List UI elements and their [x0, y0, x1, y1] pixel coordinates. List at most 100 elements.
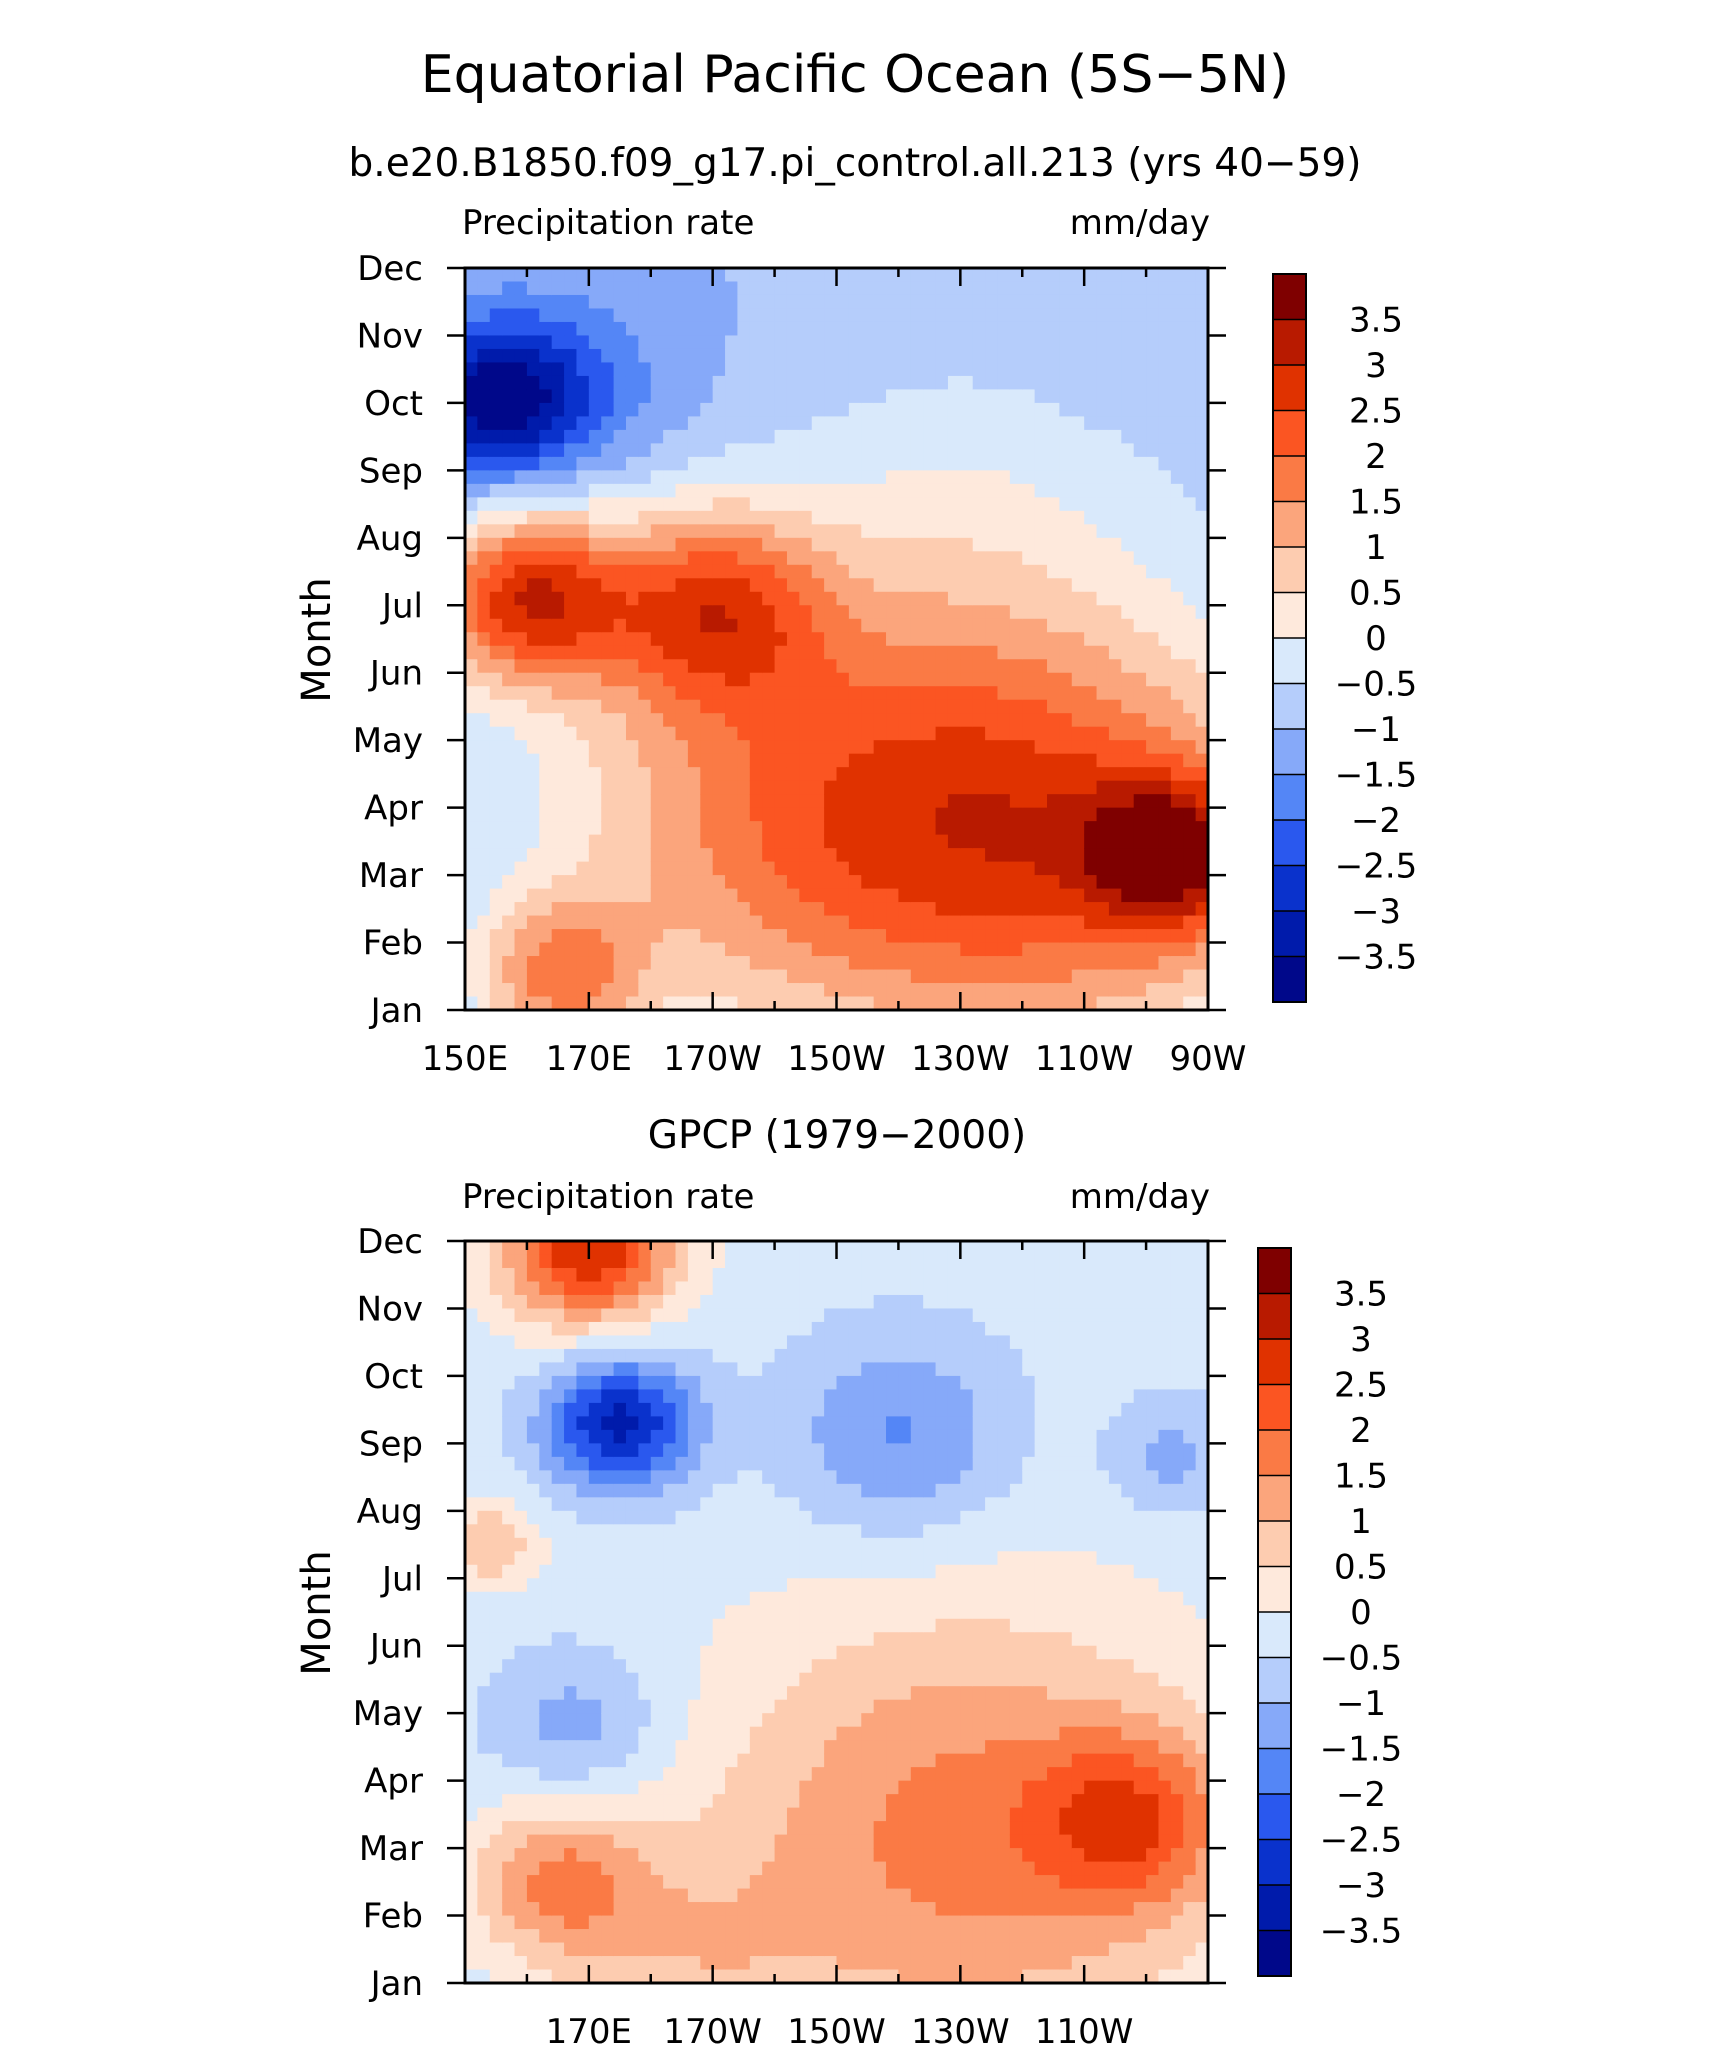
- heatmap-cell: [737, 1241, 751, 1256]
- heatmap-cell: [551, 1888, 565, 1903]
- heatmap-cell: [638, 321, 652, 337]
- heatmap-cell: [1034, 605, 1048, 620]
- heatmap-cell: [1034, 389, 1048, 404]
- heatmap-cell: [861, 524, 875, 539]
- heatmap-cell: [886, 659, 900, 674]
- heatmap-cell: [1022, 713, 1036, 728]
- heatmap-cell: [861, 605, 875, 620]
- heatmap-cell: [539, 308, 553, 323]
- heatmap-cell: [1133, 672, 1147, 687]
- heatmap-cell: [1121, 443, 1135, 458]
- heatmap-cell: [650, 1402, 664, 1417]
- heatmap-cell: [650, 767, 664, 782]
- heatmap-cell: [625, 1578, 639, 1593]
- heatmap-cell: [526, 470, 540, 485]
- heatmap-cell: [638, 1321, 652, 1337]
- heatmap-cell: [539, 335, 553, 350]
- heatmap-cell: [601, 969, 615, 984]
- heatmap-cell: [650, 1281, 664, 1296]
- heatmap-cell: [477, 308, 491, 323]
- heatmap-cell: [762, 726, 776, 741]
- heatmap-cell: [886, 335, 900, 350]
- heatmap-cell: [675, 1335, 689, 1350]
- heatmap-cell: [465, 497, 478, 512]
- heatmap-cell: [576, 983, 590, 998]
- heatmap-cell: [1146, 389, 1160, 404]
- heatmap-cell: [700, 1807, 714, 1822]
- heatmap-cell: [700, 1281, 714, 1296]
- heatmap-cell: [749, 1470, 763, 1485]
- heatmap-cell: [1059, 456, 1073, 471]
- heatmap-cell: [638, 1308, 652, 1323]
- heatmap-cell: [1084, 780, 1098, 795]
- heatmap-cell: [972, 875, 986, 890]
- heatmap-cell: [836, 888, 850, 903]
- heatmap-cell: [526, 1753, 540, 1768]
- heatmap-cell: [588, 996, 602, 1011]
- heatmap-cell: [1121, 321, 1135, 337]
- heatmap-cell: [1133, 578, 1147, 593]
- heatmap-cell: [588, 402, 602, 417]
- heatmap-cell: [675, 443, 689, 458]
- heatmap-cell: [613, 699, 627, 714]
- heatmap-cell: [1009, 942, 1023, 957]
- heatmap-cell: [898, 443, 912, 458]
- heatmap-cell: [960, 564, 974, 579]
- heatmap-cell: [465, 1753, 478, 1768]
- heatmap-cell: [564, 645, 578, 660]
- heatmap-cell: [700, 605, 714, 620]
- heatmap-cell: [873, 321, 887, 337]
- heatmap-cell: [997, 726, 1011, 741]
- heatmap-cell: [663, 1551, 677, 1566]
- heatmap-cell: [1170, 618, 1184, 633]
- heatmap-cell: [985, 443, 999, 458]
- heatmap-cell: [502, 1294, 516, 1310]
- heatmap-cell: [749, 983, 763, 998]
- heatmap-cell: [477, 1321, 491, 1337]
- heatmap-cell: [514, 1241, 528, 1256]
- heatmap-cell: [551, 1807, 565, 1822]
- heatmap-cell: [848, 605, 862, 620]
- heatmap-cell: [551, 1456, 565, 1471]
- heatmap-cell: [638, 1942, 652, 1957]
- heatmap-cell: [576, 416, 590, 431]
- heatmap-cell: [477, 875, 491, 890]
- heatmap-cell: [762, 456, 776, 471]
- heatmap-cell: [576, 443, 590, 458]
- heatmap-cell: [613, 632, 627, 647]
- heatmap-cell: [663, 537, 677, 552]
- heatmap-cell: [539, 510, 553, 525]
- heatmap-cell: [465, 510, 478, 525]
- heatmap-cell: [675, 618, 689, 633]
- colorbar-swatch: [1273, 547, 1306, 593]
- heatmap-cell: [526, 1659, 540, 1674]
- heatmap-cell: [526, 362, 540, 377]
- heatmap-cell: [564, 1470, 578, 1485]
- heatmap-cell: [489, 605, 503, 620]
- heatmap-cell: [588, 1267, 602, 1283]
- heatmap-cell: [514, 470, 528, 485]
- heatmap-cell: [489, 753, 503, 768]
- heatmap-cell: [935, 929, 949, 944]
- heatmap-cell: [749, 861, 763, 876]
- heatmap-cell: [588, 1861, 602, 1876]
- heatmap-cell: [725, 429, 739, 444]
- heatmap-cell: [725, 416, 739, 431]
- heatmap-cell: [737, 1659, 751, 1674]
- heatmap-cell: [650, 861, 664, 876]
- heatmap-cell: [465, 308, 478, 323]
- heatmap-cell: [749, 888, 763, 903]
- heatmap-cell: [725, 524, 739, 539]
- heatmap-cell: [836, 726, 850, 741]
- heatmap-cell: [1133, 335, 1147, 350]
- heatmap-cell: [886, 551, 900, 566]
- heatmap-cell: [1146, 321, 1160, 337]
- heatmap-cell: [749, 389, 763, 404]
- heatmap-cell: [638, 1645, 652, 1660]
- heatmap-cell: [502, 726, 516, 741]
- heatmap-cell: [489, 1551, 503, 1566]
- heatmap-cell: [1195, 929, 1209, 944]
- heatmap-cell: [824, 875, 838, 890]
- heatmap-cell: [514, 821, 528, 836]
- heatmap-cell: [564, 1402, 578, 1417]
